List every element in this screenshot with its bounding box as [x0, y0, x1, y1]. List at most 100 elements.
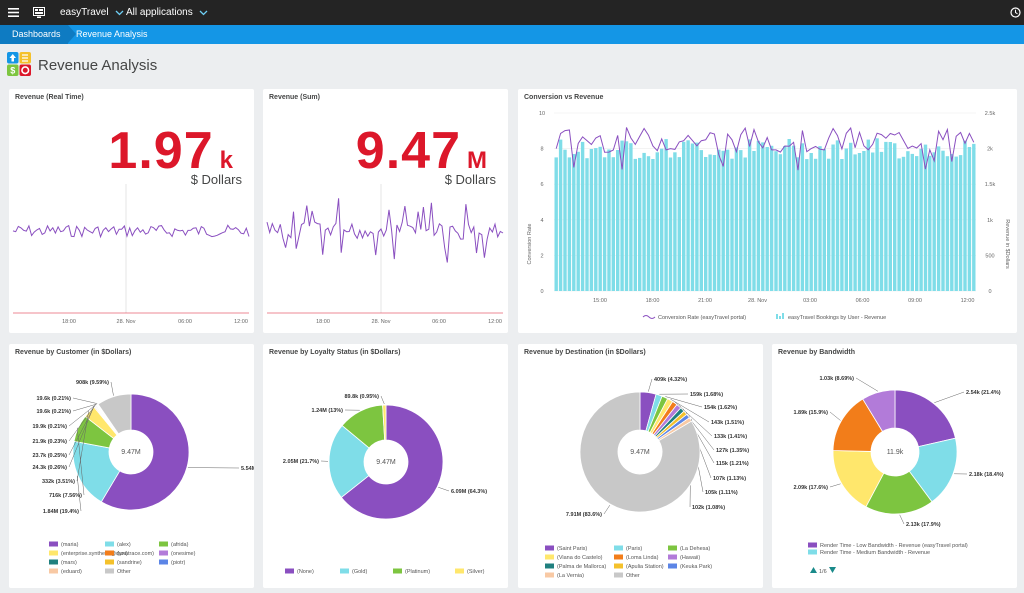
legend-swatch	[49, 541, 58, 547]
y-right-tick: 2k	[987, 147, 993, 153]
tile-revenue-by-customer[interactable]: Revenue by Customer (in $Dollars) 5.54M …	[9, 344, 254, 588]
revenue-bar	[787, 139, 791, 291]
app-selector[interactable]: easyTravel	[60, 0, 124, 25]
series-line	[266, 198, 504, 263]
revenue-bar	[734, 147, 739, 291]
donut-slice	[382, 404, 387, 441]
revenue-bar	[963, 140, 967, 291]
slice-label: 2.13k (17.9%)	[906, 522, 941, 528]
legend-label: (Palma de Mallorca)	[557, 564, 606, 570]
revenue-bar	[875, 138, 879, 291]
slice-label: 21.9k (0.23%)	[32, 439, 67, 445]
legend-label: (piotr)	[171, 560, 186, 566]
legend-label: (Saint Paris)	[557, 546, 587, 552]
legend-item: (Gold)	[340, 568, 367, 575]
legend-item: Other	[614, 572, 640, 579]
legend-line-label: Conversion Rate (easyTravel portal)	[658, 315, 746, 321]
slice-label: 2.05M (21.7%)	[283, 459, 319, 465]
tile-revenue-sum[interactable]: Revenue (Sum) 9.47 M $ Dollars 18:00 28. …	[263, 89, 508, 333]
slice-leader-line	[110, 381, 114, 396]
donut-center-value: 9.47M	[121, 449, 141, 456]
legend-pager[interactable]: 1/6	[810, 567, 836, 575]
revenue-bar	[690, 143, 695, 291]
slice-label: 107k (1.13%)	[713, 476, 746, 482]
legend-item: (mars)	[49, 559, 77, 566]
revenue-bar	[695, 142, 699, 291]
application-filter[interactable]: All applications	[126, 0, 208, 25]
tile-revenue-realtime[interactable]: Revenue (Real Time) 1.97 k $ Dollars 18:0…	[9, 89, 254, 333]
revenue-bar	[642, 152, 646, 291]
revenue-bar	[857, 153, 862, 291]
legend-item: (eduard)	[49, 568, 82, 575]
slice-label: 115k (1.21%)	[716, 461, 749, 467]
x-tick: 12:00	[961, 298, 975, 304]
legend-swatch	[808, 549, 817, 555]
x-tick: 28. Nov	[748, 298, 767, 304]
revenue-bar	[879, 151, 884, 291]
tile-revenue-by-bandwidth[interactable]: Revenue by Bandwidth 2.54k (21.4%) 2.18k …	[772, 344, 1017, 588]
revenue-bar	[950, 154, 954, 291]
slice-leader-line	[438, 486, 450, 492]
y-right-tick: 1k	[987, 218, 993, 224]
x-tick: 06:00	[432, 319, 446, 325]
legend-label: (alex)	[117, 542, 131, 548]
slice-label: 89.8k (0.95%)	[344, 394, 379, 400]
slice-label: 1.24M (13%)	[312, 408, 344, 414]
chevron-down-icon	[115, 10, 124, 15]
slice-label: 1.03k (8.69%)	[819, 376, 854, 382]
revenue-bar	[563, 149, 567, 291]
revenue-bar	[646, 156, 651, 291]
revenue-bar	[572, 154, 576, 291]
revenue-bar	[822, 149, 826, 291]
slice-leader-line	[68, 404, 96, 442]
legend-label: (sandrine)	[117, 560, 142, 566]
revenue-bar	[800, 143, 805, 291]
app-name: easyTravel	[60, 7, 109, 18]
tile-title: Revenue (Sum)	[269, 94, 320, 101]
revenue-bar	[928, 155, 932, 291]
breadcrumb-dashboards[interactable]: Dashboards	[0, 25, 76, 44]
revenue-bar	[844, 148, 848, 291]
revenue-bar	[778, 154, 783, 291]
revenue-bar	[752, 151, 756, 291]
tile-revenue-by-destination[interactable]: Revenue by Destination (in $Dollars) 409…	[518, 344, 763, 588]
slice-leader-line	[68, 404, 97, 427]
revenue-bar	[580, 141, 585, 291]
value-unit-label: $ Dollars	[444, 172, 496, 187]
x-tick: 21:00	[698, 298, 712, 304]
tile-conversion-vs-revenue[interactable]: Conversion vs Revenue 0 2 4 6 8 10 0 500 1k 1.5k 2…	[518, 89, 1017, 333]
slice-leader-line	[380, 395, 385, 405]
legend-line-item: Conversion Rate (easyTravel portal)	[642, 315, 746, 321]
y-right-tick: 0	[988, 289, 991, 295]
legend-label: Other	[117, 569, 131, 575]
menu-icon[interactable]	[8, 0, 19, 25]
slice-label: 24.3k (0.26%)	[32, 465, 67, 471]
customer-donut-chart: 5.54M (58.5%) 1.84M (19.4%) 716k (7.56%) 33…	[32, 380, 254, 575]
slice-leader-line	[670, 398, 710, 423]
legend-swatch	[393, 568, 402, 574]
slice-leader-line	[76, 410, 89, 482]
legend-item: (La Dehesa)	[668, 545, 710, 552]
revenue-bar	[893, 143, 897, 291]
y-right-label: Revenue in $Dollars	[1004, 219, 1010, 269]
revenue-bar	[910, 153, 914, 291]
legend-swatch	[105, 559, 114, 565]
dashboard-icon[interactable]	[33, 0, 45, 25]
revenue-bar	[954, 156, 958, 291]
legend-label: (None)	[297, 569, 314, 575]
clock-icon[interactable]	[1010, 0, 1021, 25]
donut-center-value: 9.47M	[630, 449, 650, 456]
legend-label: (Keuka Park)	[680, 564, 712, 570]
slice-label: 143k (1.51%)	[711, 420, 744, 426]
legend-label: (maria)	[61, 542, 79, 548]
slice-leader-line	[68, 406, 95, 468]
revenue-bar	[818, 146, 822, 291]
top-bar: easyTravel All applications	[0, 0, 1024, 25]
tile-title: Revenue by Bandwidth	[778, 349, 856, 356]
slice-label: 5.54M (58.5%)	[241, 466, 254, 472]
slice-label: 716k (7.56%)	[49, 493, 82, 499]
revenue-bar	[866, 139, 870, 291]
tile-title: Revenue by Customer (in $Dollars)	[15, 349, 132, 356]
revenue-bar	[585, 158, 589, 291]
tile-revenue-by-loyalty[interactable]: Revenue by Loyalty Status (in $Dollars) …	[263, 344, 508, 588]
